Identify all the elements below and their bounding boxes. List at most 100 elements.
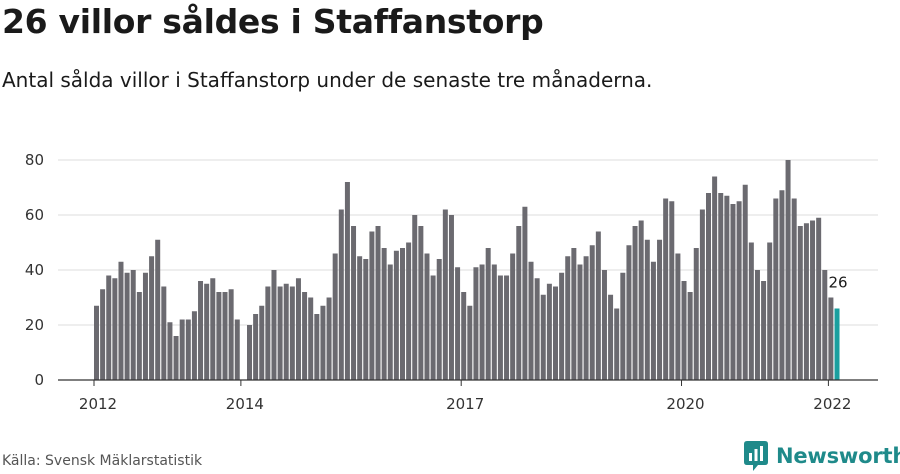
bar (816, 217, 822, 380)
bar (595, 231, 601, 380)
bar (767, 242, 773, 380)
last-value-label: 26 (828, 274, 847, 292)
bar (497, 275, 503, 380)
brand-name: Newsworthy (776, 444, 900, 468)
bar (479, 264, 485, 380)
bar-chart: 0 20 40 60 80 2012 2014 2017 2020 2022 26 (25, 151, 878, 413)
bar (295, 278, 301, 380)
bar (461, 292, 467, 380)
bar (577, 264, 583, 380)
bar (504, 275, 510, 380)
bar (687, 292, 693, 380)
bar (185, 319, 191, 380)
bar (528, 261, 534, 380)
bar (706, 193, 711, 380)
bar (553, 286, 558, 380)
bar (191, 311, 197, 380)
bar (136, 292, 142, 380)
bar (112, 278, 118, 380)
bar (228, 289, 234, 380)
bar (118, 261, 124, 380)
bar (436, 259, 442, 380)
bar (510, 253, 516, 380)
bar (491, 264, 497, 380)
bar (210, 278, 216, 380)
bar (754, 270, 760, 380)
bar (161, 286, 167, 380)
y-tick-label: 0 (34, 371, 44, 389)
bar (473, 267, 479, 380)
bar (381, 248, 387, 380)
bar (803, 223, 809, 380)
bar (822, 270, 828, 380)
bar (430, 275, 436, 380)
bar (363, 259, 369, 380)
bar (277, 286, 283, 380)
bar (308, 297, 314, 380)
x-tick-label: 2012 (79, 395, 117, 413)
bar (712, 176, 718, 380)
bar (424, 253, 430, 380)
bar (338, 209, 344, 380)
bar (271, 270, 277, 380)
bar (94, 305, 99, 380)
bar (253, 314, 259, 380)
bar (320, 305, 326, 380)
bar (375, 226, 381, 380)
x-axis-ticks: 2012 2014 2017 2020 2022 (79, 380, 851, 413)
bar (234, 319, 240, 380)
bar (179, 319, 185, 380)
bar (779, 190, 785, 380)
newsworthy-logo-icon (744, 441, 768, 471)
bar (644, 239, 650, 380)
bar (265, 286, 271, 380)
bar (173, 336, 179, 380)
bar (699, 209, 705, 380)
chart-subtitle: Antal sålda villor i Staffanstorp under … (2, 68, 653, 92)
bar (693, 248, 699, 380)
bar (632, 226, 638, 380)
bar (601, 270, 607, 380)
x-tick-label: 2014 (226, 395, 264, 413)
bar (302, 292, 308, 380)
bar (730, 204, 736, 380)
bar (418, 226, 424, 380)
bar (540, 294, 546, 380)
bar (100, 289, 106, 380)
bar (259, 305, 265, 380)
bar (326, 297, 332, 380)
bar (167, 322, 173, 380)
bar (681, 281, 687, 380)
bar (791, 198, 797, 380)
bar (406, 242, 412, 380)
bar (344, 182, 350, 380)
bar (638, 220, 644, 380)
bar (393, 250, 399, 380)
bar (571, 248, 577, 380)
chart-title: 26 villor såldes i Staffanstorp (2, 2, 544, 41)
bar (834, 308, 840, 380)
bar (718, 193, 724, 380)
bar (614, 308, 620, 380)
bar (124, 272, 130, 380)
bar (142, 272, 148, 380)
bar (149, 256, 155, 380)
bar (534, 278, 540, 380)
y-axis-ticks: 0 20 40 60 80 (25, 151, 44, 389)
bar (412, 215, 418, 380)
bar (828, 297, 834, 380)
y-tick-label: 60 (25, 206, 44, 224)
bar (608, 294, 614, 380)
bar (657, 239, 663, 380)
bar-series (94, 160, 840, 380)
x-tick-label: 2020 (666, 395, 704, 413)
bar (522, 206, 528, 380)
bar (675, 253, 681, 380)
bar (669, 201, 675, 380)
bar (222, 292, 228, 380)
bar (516, 226, 522, 380)
x-tick-label: 2017 (446, 395, 484, 413)
bar (351, 226, 357, 380)
bar (467, 305, 473, 380)
bar (761, 281, 767, 380)
